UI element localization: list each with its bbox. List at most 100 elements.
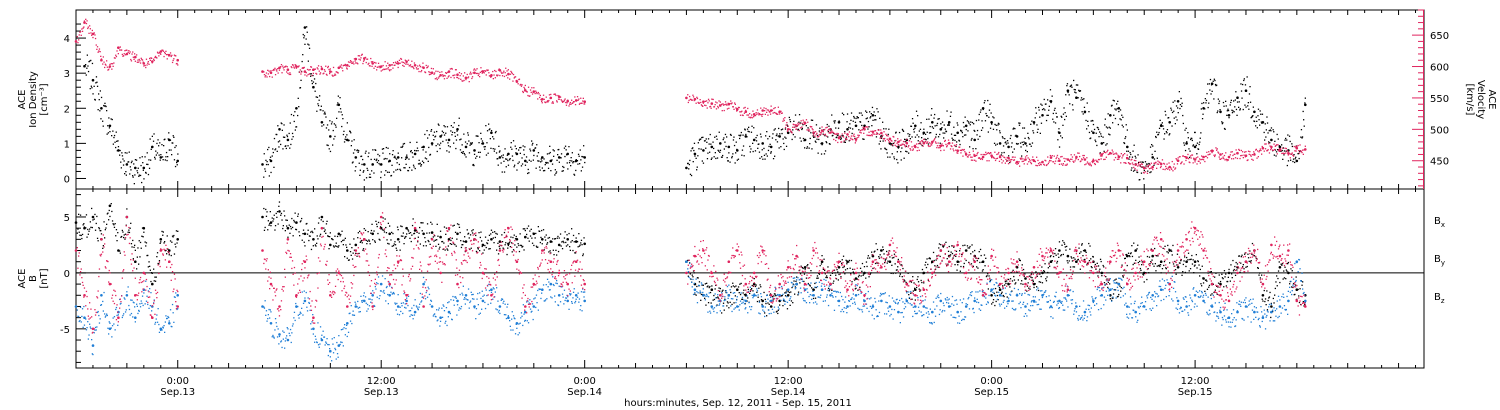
velocity-velocity-dot [873, 133, 875, 135]
velocity-y-tick-label: 650 [1430, 31, 1449, 42]
density-density-dot [887, 133, 889, 136]
velocity-velocity-dot [1149, 164, 1151, 166]
density-density-dot [1048, 105, 1050, 107]
density-density-point [269, 159, 273, 163]
imf-Bx-dot [431, 223, 433, 225]
velocity-velocity-point [752, 113, 756, 116]
imf-Bx-dot [123, 234, 125, 236]
density-density-dot [943, 124, 945, 126]
imf-Bx-dot [743, 293, 746, 296]
imf-Bx-dot [894, 263, 896, 265]
density-density-dot [330, 123, 333, 125]
velocity-velocity-dot [1165, 165, 1167, 168]
density-density-dot [906, 151, 908, 153]
velocity-velocity-dot [563, 99, 566, 101]
velocity-velocity-dot [514, 76, 517, 78]
velocity-velocity-dot [533, 87, 535, 89]
density-density-dot [425, 158, 428, 160]
imf-Bx-dot [706, 286, 708, 288]
imf-Bx-dot [882, 246, 884, 248]
density-density-dot [754, 150, 757, 152]
density-density-dot [166, 159, 168, 162]
density-density-dot [1125, 124, 1127, 126]
imf-Bx-dot [791, 286, 793, 289]
velocity-velocity-dot [1216, 149, 1218, 151]
density-density-dot [1269, 129, 1271, 131]
density-density-dot [961, 132, 963, 134]
velocity-velocity-dot [169, 52, 172, 54]
velocity-velocity-dot [773, 111, 776, 114]
imf-Bx-dot [760, 286, 762, 288]
imf-Bx-dot [441, 240, 444, 243]
imf-Bx-dot [689, 273, 691, 275]
velocity-velocity-dot [793, 124, 795, 126]
density-density-dot [761, 156, 763, 158]
velocity-velocity-dot [1012, 156, 1014, 158]
velocity-velocity-dot [361, 53, 363, 55]
density-density-dot [993, 142, 996, 144]
density-density-dot [505, 158, 507, 160]
velocity-velocity-dot [540, 98, 542, 101]
density-density-dot [317, 103, 319, 105]
density-density-dot [764, 158, 766, 160]
density-density-point [320, 121, 324, 124]
density-density-dot [167, 156, 169, 158]
density-density-dot [95, 82, 97, 84]
imf-Bx-dot [955, 255, 957, 257]
velocity-velocity-dot [693, 99, 695, 102]
imf-Bx-dot [784, 295, 787, 297]
density-density-dot [151, 135, 153, 137]
density-density-dot [1080, 97, 1083, 99]
velocity-velocity-dot [1251, 154, 1254, 156]
imf-Bx-dot [87, 233, 89, 235]
density-density-dot [868, 126, 870, 128]
density-density-dot [839, 136, 841, 138]
density-density-dot [1104, 118, 1106, 120]
imf-Bx-dot [846, 268, 849, 270]
density-density-dot [339, 108, 342, 110]
imf-Bx-dot [512, 249, 515, 251]
velocity-velocity-dot [350, 61, 352, 63]
density-density-dot [418, 159, 420, 161]
velocity-velocity-dot [329, 68, 331, 70]
density-density-dot [867, 128, 869, 130]
imf-Bx-dot [754, 285, 757, 288]
imf-Bx-dot [995, 300, 997, 303]
density-density-dot [121, 155, 124, 157]
imf-Bx-dot [773, 293, 776, 295]
velocity-velocity-dot [1246, 159, 1248, 162]
imf-Bx-dot [953, 246, 955, 248]
density-density-dot [317, 105, 320, 107]
imf-Bx-dot [962, 265, 965, 268]
density-density-dot [1186, 141, 1188, 143]
imf-Bx-dot [696, 285, 698, 288]
imf-Bx-dot [921, 281, 923, 284]
velocity-velocity-dot [835, 139, 837, 142]
velocity-velocity-point [1295, 146, 1299, 150]
imf-Bx-dot [926, 258, 928, 260]
imf-Bx-dot [574, 252, 577, 254]
density-density-dot [834, 120, 836, 122]
imf-Bx-dot [812, 297, 815, 300]
velocity-velocity-point [549, 96, 553, 100]
density-density-dot [688, 163, 690, 166]
imf-Bx-dot [781, 294, 783, 297]
velocity-velocity-dot [477, 74, 479, 77]
density-density-dot [1240, 90, 1243, 92]
velocity-velocity-dot [368, 65, 371, 67]
imf-Bx-dot [142, 236, 144, 238]
density-density-point [507, 152, 510, 156]
imf-Bx-dot [929, 258, 931, 260]
velocity-velocity-point [1126, 156, 1129, 160]
velocity-velocity-dot [529, 89, 532, 91]
velocity-velocity-dot [884, 140, 886, 142]
velocity-velocity-dot [1159, 166, 1162, 169]
density-density-dot [370, 158, 372, 161]
density-density-dot [162, 159, 164, 161]
density-density-dot [920, 122, 922, 124]
density-density-dot [143, 178, 145, 180]
imf-Bx-dot [300, 220, 302, 222]
density-density-dot [1267, 132, 1269, 134]
density-density-dot [448, 151, 450, 153]
imf-Bx-dot [269, 223, 271, 225]
